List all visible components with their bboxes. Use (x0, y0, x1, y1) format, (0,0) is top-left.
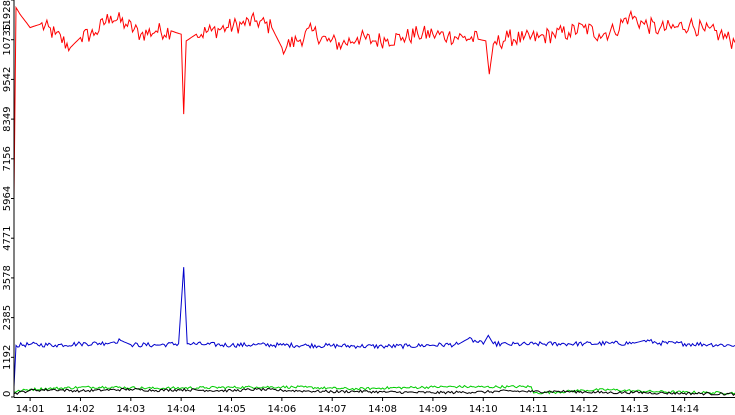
series-line-2 (13, 267, 735, 388)
x-tick-label: 14:08 (368, 404, 397, 415)
y-tick-label: 0 (2, 391, 13, 397)
series-line-4 (13, 387, 735, 397)
x-tick-label: 14:02 (66, 404, 95, 415)
series-line-1 (13, 5, 735, 198)
x-tick-label: 14:06 (267, 404, 296, 415)
x-tick-label: 14:04 (167, 404, 196, 415)
x-tick-label: 14:05 (217, 404, 246, 415)
y-tick-label: 7156 (2, 146, 13, 171)
x-tick-label: 14:12 (570, 404, 599, 415)
y-tick-label: 1192 (2, 345, 13, 370)
y-tick-label: 9542 (2, 67, 13, 92)
x-tick-label: 14:13 (620, 404, 649, 415)
x-tick-label: 14:03 (116, 404, 145, 415)
x-tick-label: 14:14 (670, 404, 699, 415)
y-tick-label: 8349 (2, 106, 13, 131)
x-tick-label: 14:10 (469, 404, 498, 415)
series-line-3 (13, 384, 735, 395)
x-tick-label: 14:09 (418, 404, 447, 415)
y-tick-label: 10735 (2, 24, 13, 56)
y-tick-label: 4771 (2, 225, 13, 250)
x-tick-label: 14:01 (16, 404, 45, 415)
x-tick-label: 14:11 (519, 404, 548, 415)
y-tick-label: 5964 (2, 186, 13, 211)
y-tick-label: 2385 (2, 305, 13, 330)
y-tick-label: 11928 (2, 0, 13, 32)
x-tick-label: 14:07 (318, 404, 347, 415)
series-layer (13, 5, 735, 397)
y-tick-label: 3578 (2, 265, 13, 290)
